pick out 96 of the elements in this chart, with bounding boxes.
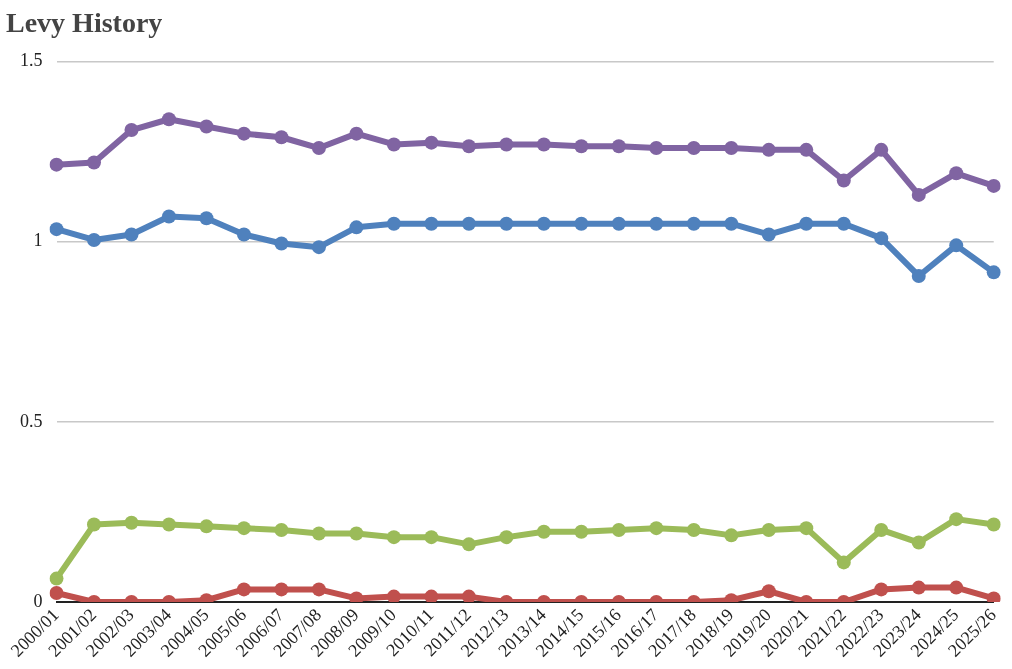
point <box>761 522 776 537</box>
point <box>424 530 439 545</box>
point <box>424 589 439 603</box>
point <box>274 582 289 597</box>
point <box>574 216 589 231</box>
point <box>649 216 664 231</box>
y-tick-label: 1.5 <box>20 50 43 71</box>
point <box>911 580 926 595</box>
point <box>349 526 364 541</box>
point <box>461 139 476 154</box>
point <box>986 265 1001 280</box>
point <box>986 178 1001 193</box>
point <box>611 139 626 154</box>
point <box>611 522 626 537</box>
point <box>236 227 251 242</box>
point <box>236 521 251 536</box>
point <box>799 521 814 536</box>
point <box>874 231 889 246</box>
point <box>874 522 889 537</box>
point <box>536 524 551 539</box>
point <box>386 589 401 603</box>
point <box>124 123 139 138</box>
point <box>499 530 514 545</box>
point <box>349 220 364 235</box>
point <box>49 222 64 237</box>
point <box>836 216 851 231</box>
point <box>911 187 926 202</box>
point <box>949 512 964 527</box>
point <box>124 227 139 242</box>
point <box>274 130 289 145</box>
point <box>986 517 1001 532</box>
point <box>349 126 364 141</box>
point <box>574 524 589 539</box>
point <box>349 591 364 603</box>
point <box>461 537 476 552</box>
point <box>911 268 926 283</box>
point <box>949 238 964 253</box>
point <box>386 137 401 152</box>
y-tick-label: 0.5 <box>20 410 43 431</box>
point <box>274 236 289 251</box>
point <box>799 142 814 157</box>
point <box>49 157 64 172</box>
point <box>836 555 851 570</box>
point <box>86 155 101 170</box>
point <box>799 216 814 231</box>
point <box>536 137 551 152</box>
point <box>199 519 214 534</box>
point <box>311 141 326 156</box>
point <box>724 141 739 156</box>
point <box>836 173 851 188</box>
point <box>424 216 439 231</box>
point <box>311 582 326 597</box>
point <box>161 209 176 224</box>
point <box>161 112 176 127</box>
point <box>274 522 289 537</box>
point <box>574 139 589 154</box>
point <box>49 571 64 586</box>
point <box>949 166 964 181</box>
point <box>124 515 139 530</box>
point <box>649 141 664 156</box>
point <box>86 232 101 247</box>
point <box>161 517 176 532</box>
point <box>386 530 401 545</box>
point <box>911 535 926 550</box>
point <box>49 586 64 600</box>
point <box>386 216 401 231</box>
point <box>311 526 326 541</box>
y-tick-label: 1 <box>33 230 43 251</box>
chart-title: Levy History <box>6 7 163 39</box>
point <box>724 216 739 231</box>
point <box>424 135 439 150</box>
point <box>199 119 214 134</box>
point <box>461 216 476 231</box>
point <box>236 582 251 597</box>
point <box>86 517 101 532</box>
point <box>874 142 889 157</box>
point <box>986 591 1001 603</box>
point <box>499 216 514 231</box>
point <box>686 522 701 537</box>
point <box>499 137 514 152</box>
point <box>761 142 776 157</box>
point <box>236 126 251 141</box>
point <box>611 216 626 231</box>
point <box>461 589 476 603</box>
point <box>949 580 964 595</box>
point <box>761 584 776 599</box>
point <box>311 240 326 255</box>
y-tick-label: 0 <box>33 590 43 611</box>
point <box>686 216 701 231</box>
point <box>199 211 214 226</box>
point <box>536 216 551 231</box>
point <box>761 227 776 242</box>
point <box>686 141 701 156</box>
point <box>724 528 739 543</box>
point <box>874 582 889 597</box>
point <box>649 521 664 536</box>
